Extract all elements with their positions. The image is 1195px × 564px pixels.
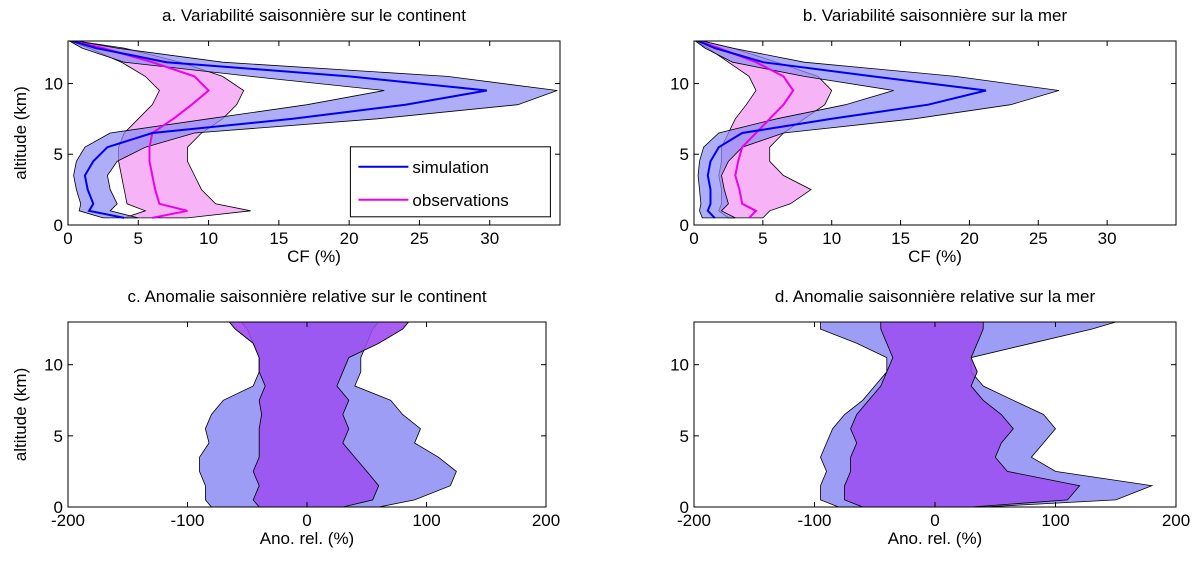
y-tick-label: 10 xyxy=(44,74,63,93)
chart-title: b. Variabilité saisonnière sur la mer xyxy=(803,6,1068,25)
x-tick-label: 10 xyxy=(822,229,841,248)
plot-content xyxy=(68,41,558,219)
y-tick-label: 0 xyxy=(680,498,689,517)
chart-title: d. Anomalie saisonnière relative sur la … xyxy=(775,287,1096,306)
panel-c: -200 -100 0 100 200 0 5 10 c. Anomalie saisonniè… xyxy=(11,287,560,548)
x-tick-label: 15 xyxy=(891,229,910,248)
series-line-simulation xyxy=(71,41,488,219)
x-tick-label: 15 xyxy=(269,229,288,248)
x-tick-label: 200 xyxy=(532,511,560,530)
x-tick-label: -100 xyxy=(797,511,831,530)
axes-frame xyxy=(67,40,561,226)
chart-title: a. Variabilité saisonnière sur le contin… xyxy=(162,6,466,25)
band-overlap xyxy=(228,322,410,507)
x-tick-label: 200 xyxy=(1162,511,1190,530)
x-tick-label: -200 xyxy=(51,511,85,530)
panel-b: 0 5 10 15 20 25 30 0 5 10 b. Variabilité saisonniè… xyxy=(670,6,1177,266)
y-axis-label: altitude (km) xyxy=(11,368,30,462)
x-tick-label: 100 xyxy=(412,511,440,530)
x-tick-label: 10 xyxy=(199,229,218,248)
x-tick-label: 20 xyxy=(960,229,979,248)
x-axis-label: CF (%) xyxy=(908,247,962,266)
x-tick-label: -100 xyxy=(170,511,204,530)
series-line-simulation xyxy=(697,41,987,219)
legend-label-observations: observations xyxy=(412,191,508,210)
y-tick-label: 10 xyxy=(44,356,63,375)
y-tick-label: 10 xyxy=(670,356,689,375)
plot-content xyxy=(694,41,1060,219)
x-tick-label: 25 xyxy=(1029,229,1048,248)
panel-a: 0 5 10 15 20 25 30 0 5 10 a. Variabilité saisonniè… xyxy=(11,6,561,266)
y-tick-label: 5 xyxy=(54,427,63,446)
legend: simulation observations xyxy=(349,146,551,218)
y-tick-label: 0 xyxy=(680,216,689,235)
x-tick-label: 5 xyxy=(134,229,143,248)
y-tick-label: 5 xyxy=(54,145,63,164)
plot-content xyxy=(820,322,1154,507)
axes-frame xyxy=(693,40,1177,226)
chart-title: c. Anomalie saisonnière relative sur le … xyxy=(127,287,486,306)
band-simulation xyxy=(694,41,1060,219)
x-tick-label: 30 xyxy=(1098,229,1117,248)
y-tick-label: 5 xyxy=(680,145,689,164)
x-tick-label: 100 xyxy=(1041,511,1069,530)
legend-label-simulation: simulation xyxy=(412,158,489,177)
y-tick-label: 5 xyxy=(680,427,689,446)
y-tick-label: 0 xyxy=(54,498,63,517)
x-tick-label: 0 xyxy=(302,511,311,530)
x-tick-label: 5 xyxy=(758,229,767,248)
x-axis-label: CF (%) xyxy=(287,247,341,266)
x-axis-label: Ano. rel. (%) xyxy=(260,529,354,548)
x-tick-label: 0 xyxy=(689,229,698,248)
series-line-observations xyxy=(697,41,795,219)
panel-d: -200 -100 0 100 200 0 5 10 d. Anomalie saisonniè… xyxy=(670,287,1190,548)
x-tick-label: -200 xyxy=(677,511,711,530)
x-tick-label: 25 xyxy=(410,229,429,248)
x-tick-label: 30 xyxy=(480,229,499,248)
y-tick-label: 10 xyxy=(670,74,689,93)
x-tick-label: 0 xyxy=(63,229,72,248)
band-overlap xyxy=(844,322,1081,507)
y-tick-label: 0 xyxy=(54,216,63,235)
y-axis-label: altitude (km) xyxy=(11,86,30,180)
plot-content xyxy=(199,322,457,507)
x-tick-label: 0 xyxy=(930,511,939,530)
x-tick-label: 20 xyxy=(340,229,359,248)
legend-box xyxy=(349,146,551,218)
x-axis-label: Ano. rel. (%) xyxy=(888,529,982,548)
